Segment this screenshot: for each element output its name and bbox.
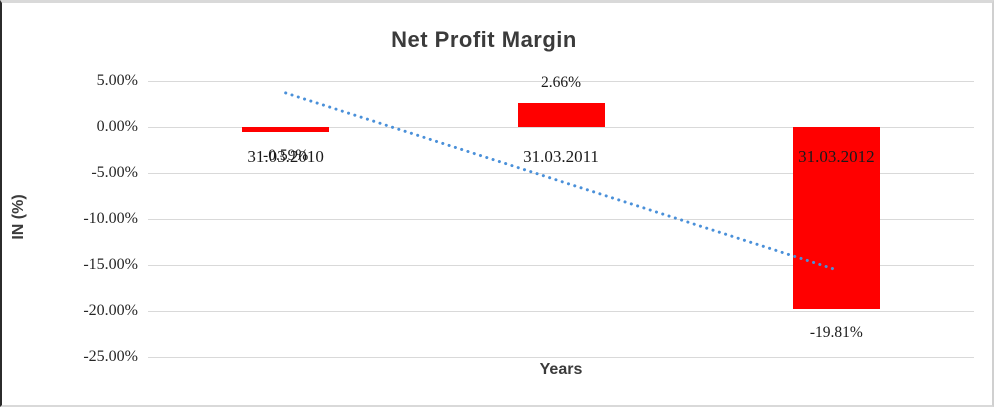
y-tick-label: -5.00% xyxy=(91,164,138,181)
category-label: 31.03.2011 xyxy=(523,147,599,166)
y-tick-label: 0.00% xyxy=(96,118,138,135)
bar xyxy=(242,127,330,133)
gridline xyxy=(148,311,974,312)
bar xyxy=(517,102,605,127)
chart-title: Net Profit Margin xyxy=(391,27,577,52)
y-tick-label: -10.00% xyxy=(83,210,138,227)
data-label: -0.59% xyxy=(263,147,309,165)
y-tick-label: -20.00% xyxy=(83,302,138,319)
x-axis-title: Years xyxy=(539,361,583,378)
y-tick-label: -25.00% xyxy=(83,348,138,365)
data-label: 2.66% xyxy=(540,73,582,91)
gridline xyxy=(148,357,974,358)
category-label: 31.03.2012 xyxy=(798,147,875,166)
data-label: -19.81% xyxy=(809,324,863,342)
gridline xyxy=(148,81,974,82)
y-tick-label: 5.00% xyxy=(96,72,138,89)
y-tick-label: -15.00% xyxy=(83,256,138,273)
